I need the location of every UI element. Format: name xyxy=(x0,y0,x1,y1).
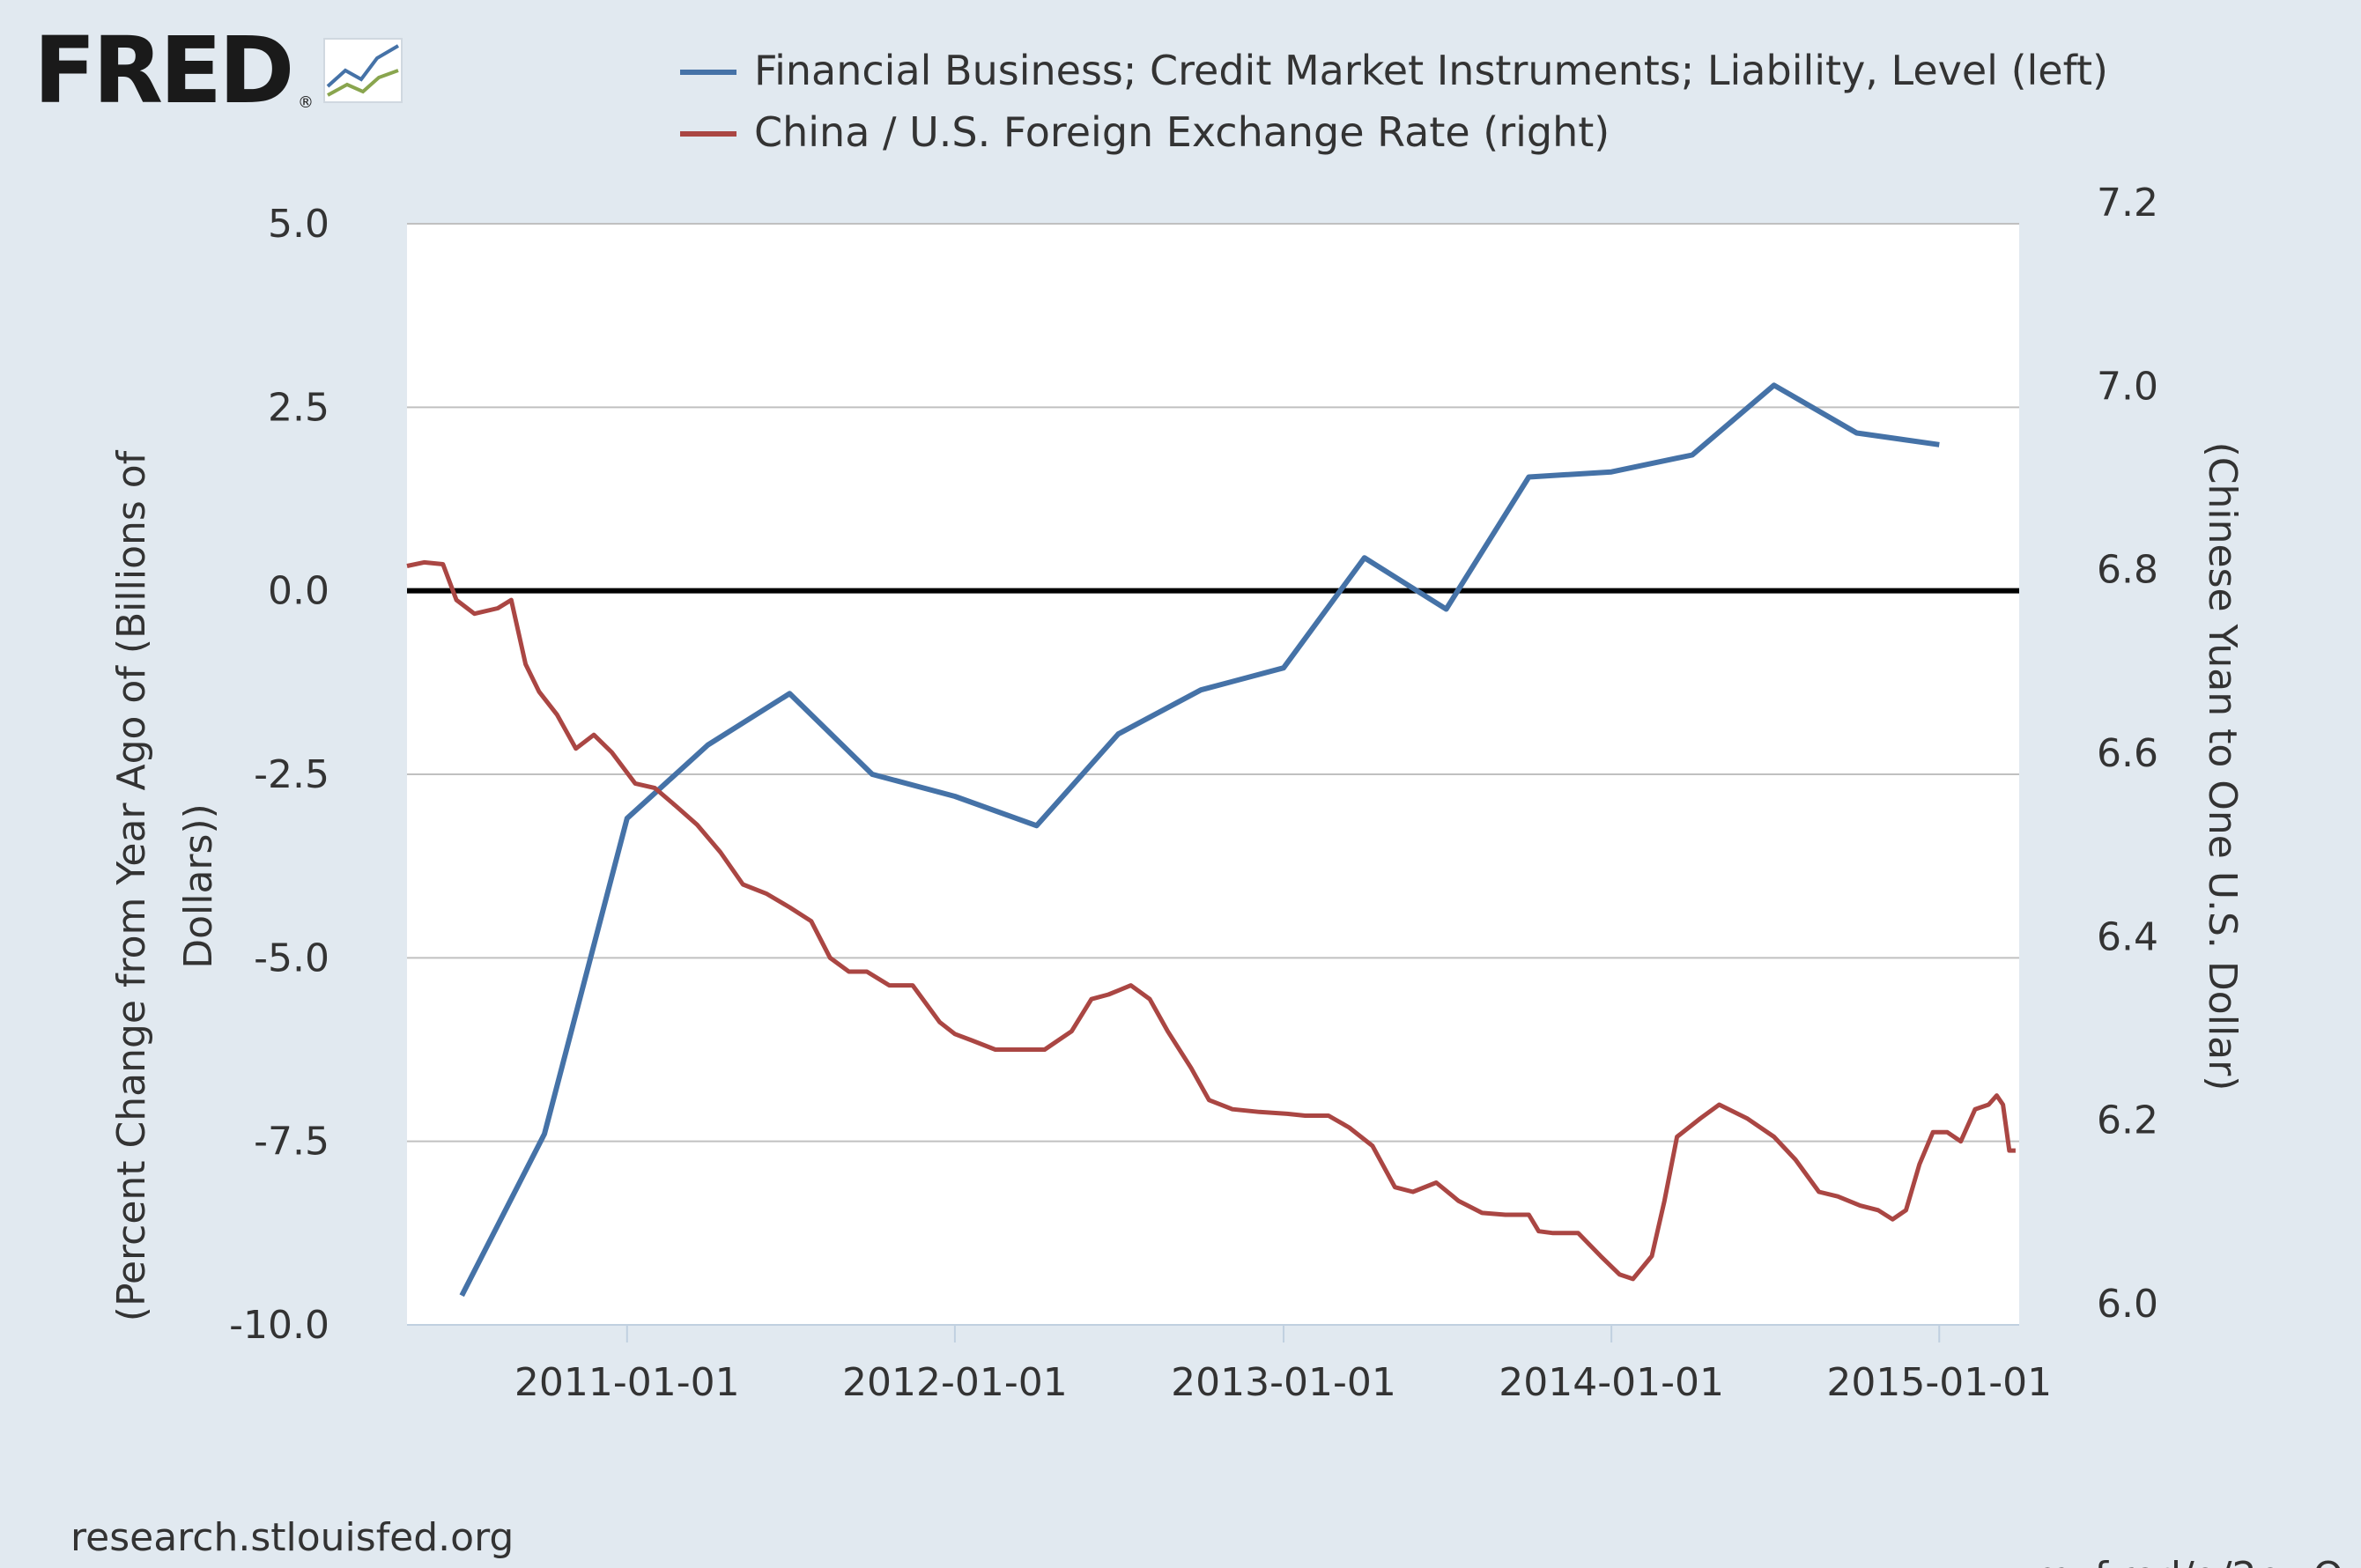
x-axis-tick-label: 2014-01-01 xyxy=(1499,1360,1724,1405)
x-axis-tick-label: 2012-01-01 xyxy=(842,1360,1068,1405)
left-axis-tick-label: -5.0 xyxy=(254,936,329,980)
right-axis-ticks: 7.2 7.0 6.8 6.6 6.4 6.2 6.0 xyxy=(2097,181,2158,1327)
legend-item-right-series[interactable]: China / U.S. Foreign Exchange Rate (righ… xyxy=(680,108,1610,156)
fred-graph-icon xyxy=(323,38,403,103)
legend-label-left-series: Financial Business; Credit Market Instru… xyxy=(754,47,2108,94)
right-axis-tick-label: 6.8 xyxy=(2097,548,2158,593)
x-axis-tick-label: 2013-01-01 xyxy=(1171,1360,1396,1405)
right-axis-tick-label: 7.0 xyxy=(2097,364,2158,409)
series-line-financial-business[interactable] xyxy=(459,382,1940,1298)
left-axis-tick-label: -7.5 xyxy=(254,1120,329,1165)
left-axis-title-line2: Dollars)) xyxy=(176,803,221,969)
footer-source[interactable]: research.stlouisfed.org xyxy=(70,1515,514,1560)
left-axis-tick-label: 2.5 xyxy=(268,385,329,430)
left-axis-title-line1: (Percent Change from Year Ago of (Billio… xyxy=(109,449,154,1321)
right-axis-tick-label: 6.0 xyxy=(2097,1282,2158,1327)
series-lines xyxy=(406,382,2016,1298)
legend-item-left-series[interactable]: Financial Business; Credit Market Instru… xyxy=(680,47,2108,94)
footer-short-url[interactable]: myf.red/g/2pwO xyxy=(2034,1554,2343,1568)
x-axis-ticks: 2011-01-01 2012-01-01 2013-01-01 2014-01-01… xyxy=(514,1360,2052,1405)
left-axis-tick-label: -2.5 xyxy=(254,752,329,797)
right-axis-tick-label: 6.2 xyxy=(2097,1098,2158,1143)
x-axis-tick-label: 2015-01-01 xyxy=(1826,1360,2052,1405)
x-axis-tick-label: 2011-01-01 xyxy=(514,1360,740,1405)
fred-logo[interactable]: FRED ® xyxy=(33,17,403,124)
fred-logo-text: FRED xyxy=(33,17,292,124)
right-axis-tick-label: 7.2 xyxy=(2097,181,2158,226)
left-axis-tick-label: 5.0 xyxy=(268,202,329,247)
series-line-china-us-fx[interactable] xyxy=(406,559,2016,1282)
left-axis-tick-label: -10.0 xyxy=(229,1303,329,1348)
right-axis-title: (Chinese Yuan to One U.S. Dollar) xyxy=(2200,442,2245,1091)
legend-label-right-series: China / U.S. Foreign Exchange Rate (righ… xyxy=(754,108,1610,156)
registered-mark: ® xyxy=(298,93,314,112)
legend: Financial Business; Credit Market Instru… xyxy=(680,47,2108,156)
left-axis-title: (Percent Change from Year Ago of (Billio… xyxy=(109,449,221,1321)
left-axis-ticks: 5.0 2.5 0.0 -2.5 -5.0 -7.5 -10.0 xyxy=(229,202,329,1348)
left-axis-tick-label: 0.0 xyxy=(268,569,329,614)
right-axis-tick-label: 6.6 xyxy=(2097,731,2158,776)
x-tick-marks xyxy=(625,1325,1941,1342)
right-axis-tick-label: 6.4 xyxy=(2097,914,2158,959)
